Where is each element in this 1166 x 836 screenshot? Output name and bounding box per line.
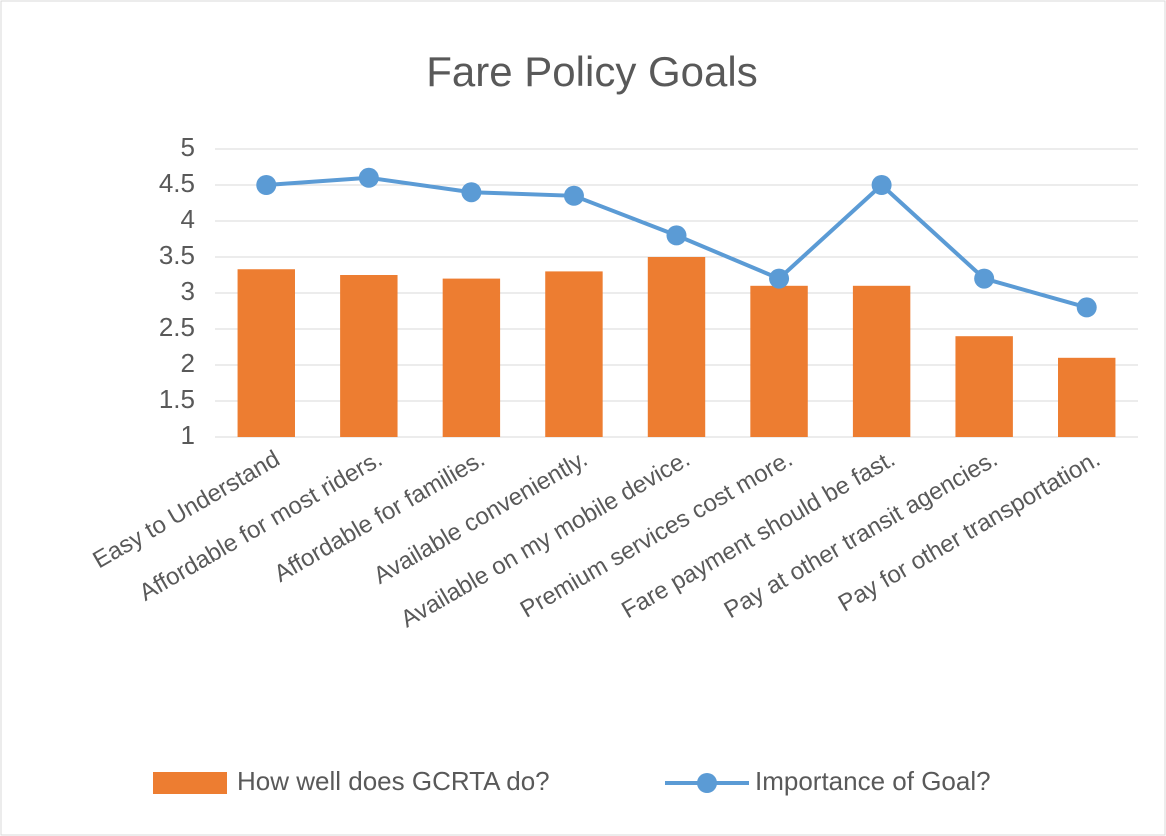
y-tick-label: 2.5 xyxy=(159,312,195,342)
bar xyxy=(647,257,706,437)
bar xyxy=(852,285,911,437)
legend-swatch xyxy=(153,772,227,794)
bar xyxy=(237,269,295,437)
legend-label: Importance of Goal? xyxy=(755,766,991,796)
line-marker xyxy=(974,268,995,289)
bar xyxy=(442,278,501,437)
legend-label: How well does GCRTA do? xyxy=(237,766,550,796)
y-tick-label: 1.5 xyxy=(159,384,195,414)
bar xyxy=(545,271,603,437)
line-marker xyxy=(666,225,687,246)
y-tick-label: 4.5 xyxy=(159,168,195,198)
y-tick-label: 2 xyxy=(181,348,195,378)
line-marker xyxy=(358,167,379,188)
y-tick-label: 5 xyxy=(181,132,195,162)
y-tick-label: 3 xyxy=(181,276,195,306)
bar xyxy=(340,275,398,437)
y-tick-label: 1 xyxy=(181,420,195,450)
legend-swatch-marker xyxy=(697,773,717,793)
y-tick-label: 4 xyxy=(181,204,195,234)
line-marker xyxy=(1076,297,1097,318)
bar xyxy=(750,285,808,437)
y-tick-label: 3.5 xyxy=(159,240,195,270)
bar xyxy=(955,336,1013,437)
line-marker xyxy=(461,182,482,203)
chart-title: Fare Policy Goals xyxy=(426,48,757,95)
bar xyxy=(1058,357,1116,437)
line-marker xyxy=(563,185,584,206)
line-marker xyxy=(769,268,790,289)
line-marker xyxy=(871,175,892,195)
line-marker xyxy=(256,175,277,195)
